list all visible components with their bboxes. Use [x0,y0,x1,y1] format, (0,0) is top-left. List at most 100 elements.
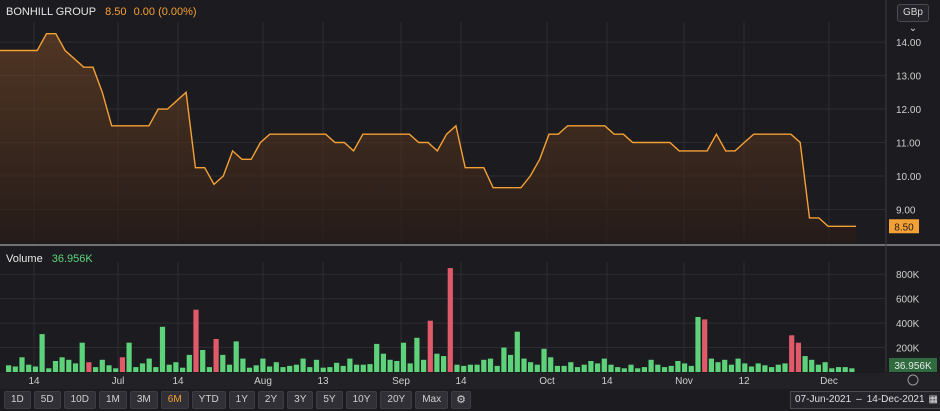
volume-bar [6,365,12,372]
volume-bar [474,364,480,372]
volume-bar [99,359,105,372]
volume-bar [153,367,159,372]
volume-bar [441,356,447,372]
range-5y-button[interactable]: 5Y [316,391,343,409]
volume-bar [126,342,132,372]
calendar-icon: ▦ [928,394,938,405]
volume-bar [246,367,253,372]
volume-bar [615,367,621,372]
range-10d-button[interactable]: 10D [63,391,96,409]
volume-bar [400,342,407,372]
range-3m-button[interactable]: 3M [129,391,158,409]
volume-bar [668,365,674,372]
volume-bar [789,335,795,372]
volume-bar [447,268,453,372]
volume-label: Volume [6,253,43,265]
volume-bar [802,356,808,372]
volume-bar [173,362,179,372]
volume-bar [481,359,487,372]
volume-bar [313,359,320,372]
volume-bar [206,367,212,372]
volume-bar [661,367,668,372]
volume-bar [233,341,239,372]
volume-bar [521,358,527,372]
volume-bar [193,309,199,372]
volume-bar [829,368,835,372]
volume-bar [561,365,567,372]
volume-bar [180,367,186,372]
chart-header: BONHILL GROUP 8.50 0.00 (0.00%) [6,6,201,18]
range-1y-button[interactable]: 1Y [228,391,255,409]
volume-bar [842,367,848,372]
volume-bar [454,364,460,372]
volume-bar [755,363,761,372]
volume-bar [688,365,694,372]
volume-bar [748,366,755,372]
volume-bar [655,364,661,372]
volume-bar [514,331,520,372]
volume-bar [728,364,734,372]
volume-bar [226,364,233,372]
volume-bar [508,354,514,372]
volume-bar [715,362,721,372]
volume-header: Volume 36.956K [6,253,93,265]
reset-zoom-icon [907,374,919,386]
volume-bar [822,362,828,372]
volume-bar [267,366,273,372]
volume-bar [300,358,306,372]
range-1d-button[interactable]: 1D [4,391,31,409]
volume-bar [72,363,79,372]
volume-bar [387,359,393,372]
range-20y-button[interactable]: 20Y [380,391,413,409]
volume-tick-label: 600K [896,295,920,306]
volume-bar [501,347,507,372]
volume-bar [775,364,781,372]
volume-value: 36.956K [51,253,93,265]
volume-bar [293,364,299,372]
date-range-picker[interactable]: 07-Jun-2021–14-Dec-2021 ▦ [790,391,940,409]
range-1m-button[interactable]: 1M [98,391,127,409]
volume-bar [327,367,333,372]
volume-bar [52,361,59,372]
volume-bar [394,361,400,372]
volume-bar [762,365,768,372]
volume-bar [427,320,433,372]
x-tick-label: Oct [539,376,555,387]
range-5d-button[interactable]: 5D [33,391,61,409]
x-tick-label: Aug [254,376,272,387]
x-tick-label: Dec [820,376,838,387]
currency-selector[interactable]: GBp ⌄ [897,4,929,34]
volume-bar [414,337,420,372]
range-3y-button[interactable]: 3Y [287,391,314,409]
range-max-button[interactable]: Max [415,391,449,409]
range-10y-button[interactable]: 10Y [345,391,378,409]
range-6m-button[interactable]: 6M [160,391,189,409]
x-tick-label: 14 [172,376,184,387]
settings-gear-icon[interactable]: ⚙ [451,391,471,409]
price-tick-label: 11.00 [896,139,921,150]
volume-bar [574,367,581,372]
volume-bar [240,358,246,372]
range-toolbar: 1D 5D 10D 1M 3M 6M YTD 1Y 2Y 3Y 5Y 10Y 2… [4,391,471,409]
volume-bar [695,317,701,372]
currency-label: GBp [902,7,923,18]
volume-bar [601,358,607,372]
x-tick-label: Sep [392,376,410,387]
last-price: 8.50 [105,6,127,18]
volume-bar [79,342,85,372]
range-ytd-button[interactable]: YTD [191,391,226,409]
volume-bar [32,366,38,372]
volume-bar [742,363,748,372]
volume-bar [354,364,360,372]
volume-bar [200,350,206,372]
volume-bar [735,358,741,372]
volume-bar [494,365,500,372]
volume-bar [159,326,166,372]
volume-bar [374,343,380,372]
range-2y-button[interactable]: 2Y [257,391,285,409]
volume-bar [467,364,473,372]
volume-bar [139,363,146,372]
volume-bar [220,354,226,372]
x-tick-label: 13 [317,376,329,387]
volume-bar [487,358,494,372]
